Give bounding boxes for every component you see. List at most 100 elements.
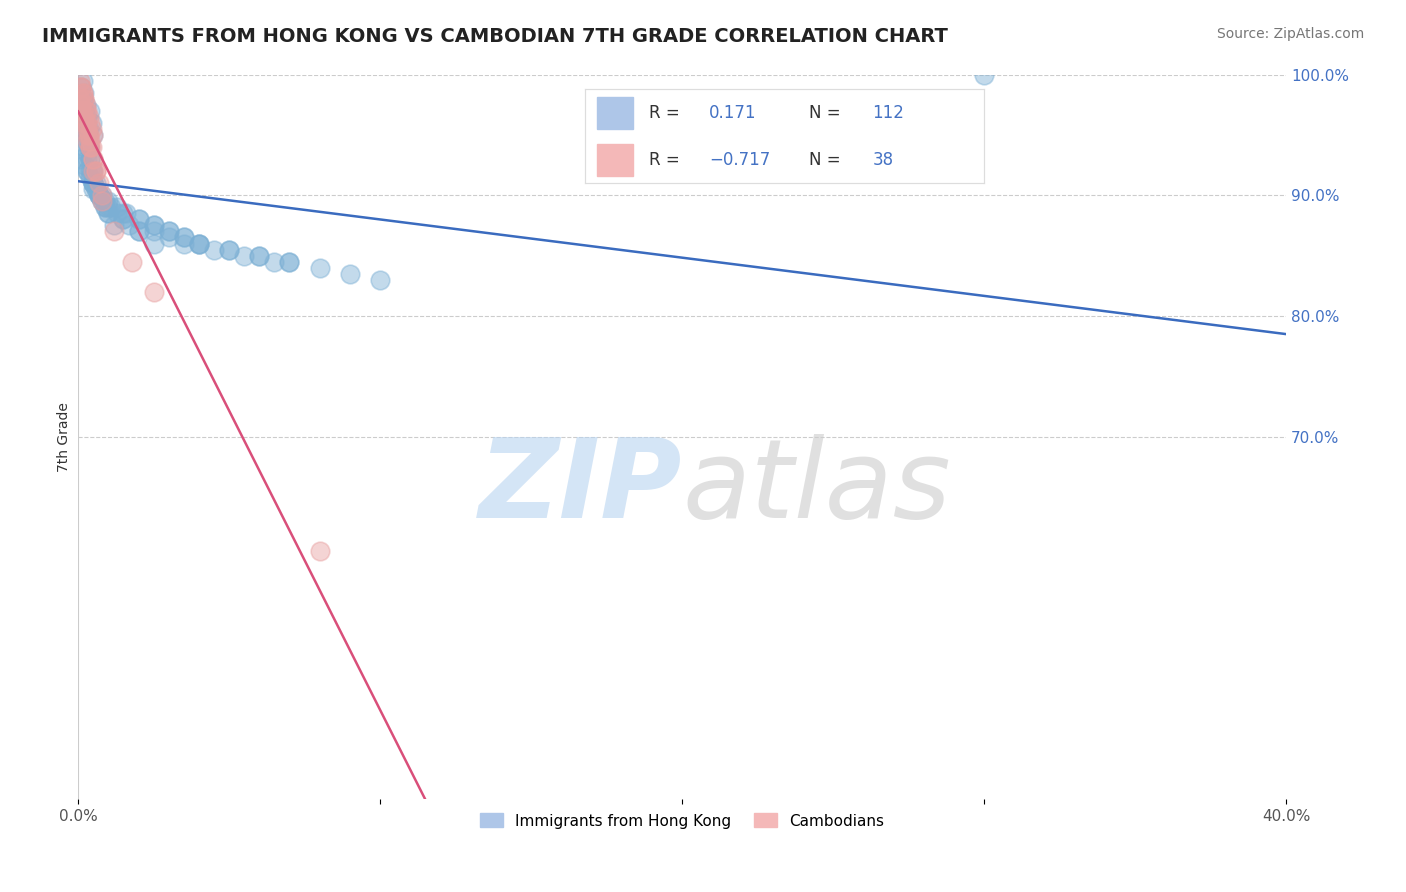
Point bbox=[142, 219, 165, 233]
Point bbox=[73, 103, 96, 118]
Point bbox=[80, 121, 103, 136]
Point bbox=[218, 243, 240, 257]
Point bbox=[142, 285, 165, 299]
Point bbox=[82, 152, 104, 166]
Point bbox=[69, 73, 91, 87]
Point bbox=[70, 79, 93, 94]
Point bbox=[118, 219, 141, 233]
Point bbox=[157, 224, 180, 238]
Point bbox=[121, 254, 143, 268]
Point bbox=[89, 188, 111, 202]
Point bbox=[82, 176, 104, 190]
Point bbox=[91, 194, 114, 209]
Point bbox=[72, 86, 94, 100]
Point bbox=[75, 116, 97, 130]
Point bbox=[82, 164, 104, 178]
Point bbox=[73, 121, 96, 136]
Text: atlas: atlas bbox=[682, 434, 950, 541]
Point bbox=[70, 92, 93, 106]
Point bbox=[105, 200, 128, 214]
Point bbox=[84, 182, 107, 196]
Point bbox=[89, 188, 111, 202]
Point bbox=[187, 236, 209, 251]
Point bbox=[142, 236, 165, 251]
Point bbox=[72, 103, 94, 118]
Point bbox=[72, 103, 94, 118]
Point bbox=[76, 110, 98, 124]
Point bbox=[76, 128, 98, 142]
Point bbox=[308, 260, 330, 275]
Point bbox=[91, 194, 114, 209]
Point bbox=[97, 194, 120, 209]
Text: Source: ZipAtlas.com: Source: ZipAtlas.com bbox=[1216, 27, 1364, 41]
Point bbox=[89, 188, 111, 202]
Point bbox=[69, 92, 91, 106]
Point bbox=[339, 267, 361, 281]
Point bbox=[70, 79, 93, 94]
Point bbox=[77, 110, 100, 124]
Point bbox=[72, 86, 94, 100]
Point bbox=[142, 224, 165, 238]
Point bbox=[173, 230, 195, 244]
Point bbox=[79, 140, 101, 154]
Point bbox=[82, 128, 104, 142]
Point bbox=[247, 249, 270, 263]
Point bbox=[94, 200, 117, 214]
Point bbox=[278, 254, 301, 268]
Point bbox=[77, 121, 100, 136]
Point bbox=[128, 212, 150, 227]
Point bbox=[79, 152, 101, 166]
Point bbox=[82, 128, 104, 142]
Point bbox=[79, 116, 101, 130]
Point bbox=[76, 128, 98, 142]
Point bbox=[84, 164, 107, 178]
Point bbox=[75, 116, 97, 130]
Point bbox=[173, 230, 195, 244]
Point bbox=[84, 182, 107, 196]
Point bbox=[187, 236, 209, 251]
Point bbox=[73, 158, 96, 172]
Point bbox=[79, 134, 101, 148]
Point bbox=[70, 79, 93, 94]
Point bbox=[80, 116, 103, 130]
Point bbox=[91, 194, 114, 209]
Point bbox=[69, 103, 91, 118]
Point bbox=[79, 164, 101, 178]
Point bbox=[247, 249, 270, 263]
Point bbox=[368, 273, 391, 287]
Point bbox=[73, 92, 96, 106]
Point bbox=[80, 140, 103, 154]
Point bbox=[70, 152, 93, 166]
Point bbox=[76, 116, 98, 130]
Point bbox=[112, 212, 135, 227]
Legend: Immigrants from Hong Kong, Cambodians: Immigrants from Hong Kong, Cambodians bbox=[474, 807, 890, 835]
Point bbox=[97, 206, 120, 220]
Point bbox=[128, 224, 150, 238]
Point bbox=[76, 134, 98, 148]
Point bbox=[79, 170, 101, 185]
Point bbox=[75, 97, 97, 112]
Point bbox=[187, 236, 209, 251]
Point bbox=[263, 254, 285, 268]
Point bbox=[82, 164, 104, 178]
Point bbox=[69, 128, 91, 142]
Point bbox=[103, 219, 125, 233]
Point bbox=[77, 140, 100, 154]
Point bbox=[82, 176, 104, 190]
Point bbox=[97, 206, 120, 220]
Point bbox=[70, 97, 93, 112]
Point bbox=[105, 206, 128, 220]
Point bbox=[72, 73, 94, 87]
Point bbox=[115, 206, 138, 220]
Point bbox=[973, 68, 995, 82]
Point bbox=[76, 164, 98, 178]
Text: ZIP: ZIP bbox=[478, 434, 682, 541]
Point bbox=[79, 140, 101, 154]
Point bbox=[97, 200, 120, 214]
Point bbox=[91, 188, 114, 202]
Point bbox=[76, 146, 98, 161]
Point bbox=[91, 188, 114, 202]
Point bbox=[76, 103, 98, 118]
Point bbox=[100, 200, 122, 214]
Point bbox=[77, 128, 100, 142]
